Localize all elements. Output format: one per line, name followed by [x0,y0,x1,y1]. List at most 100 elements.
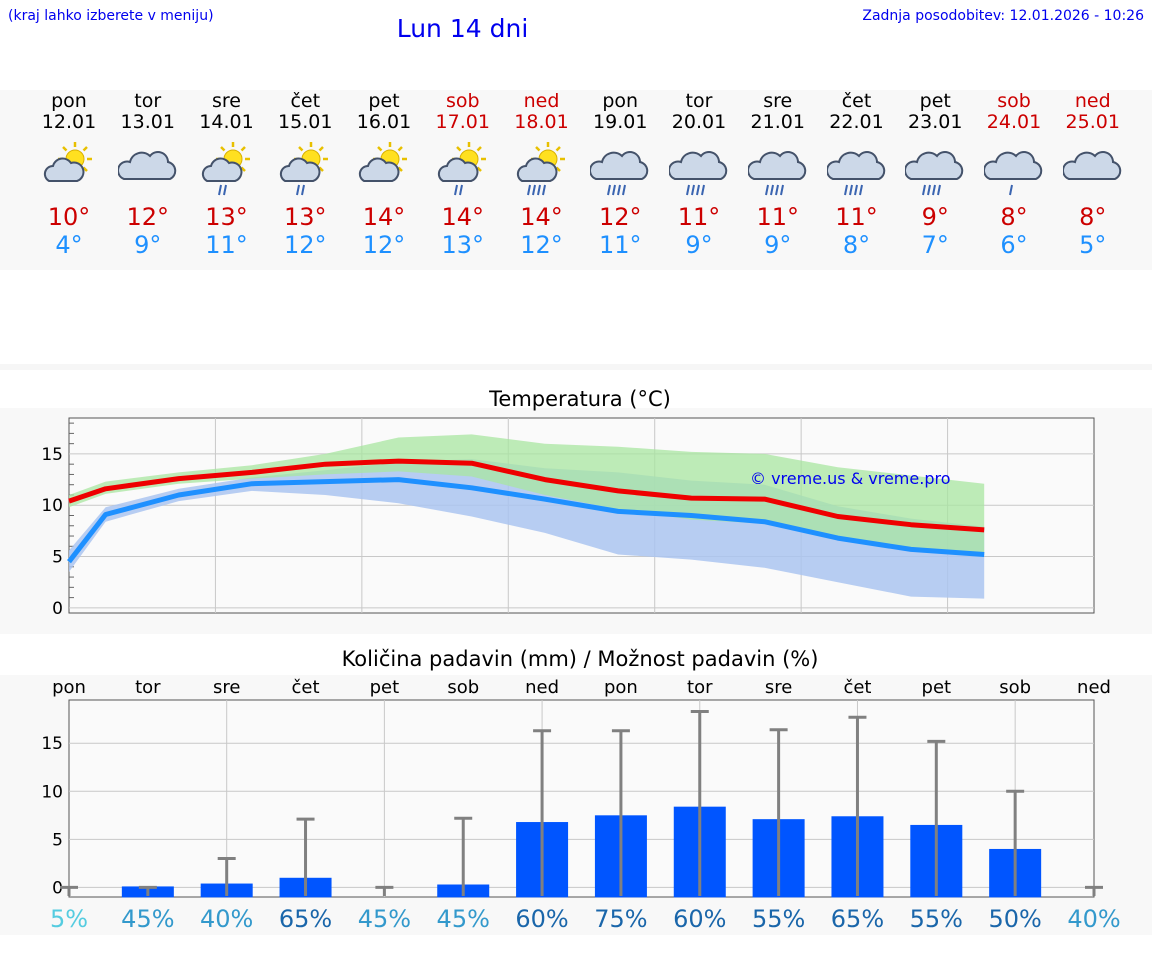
forecast-day: sre 14.01 13° 11° [188,90,266,259]
forecast-day: ned 18.01 14° 12° [503,90,581,259]
day-name: sre [763,90,793,112]
precip-probability-label: 5% [50,905,88,933]
day-date: 22.01 [829,111,884,133]
day-date: 17.01 [435,111,490,133]
page-title: Lun 14 dni [396,14,529,43]
temp-max: 11° [835,203,878,231]
precipitation-chart: 0 5 10 15 pon tor sre čet pet sob ned pon tor sre čet p… [41,677,1120,933]
temp-min: 12° [283,231,327,259]
day-date: 25.01 [1065,111,1120,133]
day-name: sob [445,90,480,112]
precipitation-chart-title: Količina padavin (mm) / Možnost padavin … [341,647,819,671]
temp-min: 8° [842,231,871,259]
watermark: © vreme.us & vreme.pro [750,469,951,488]
temp-max: 8° [1000,203,1028,231]
temp-max: 13° [205,203,248,231]
temp-max: 12° [598,203,642,231]
sun-cloud-rain-icon [280,142,329,196]
precip-probability-label: 50% [988,905,1041,933]
x-category-label: pon [52,677,86,698]
day-date: 15.01 [278,111,333,133]
day-name: sob [997,90,1031,112]
region-menu-hint[interactable]: (kraj lahko izberete v meniju) [8,8,214,24]
day-date: 23.01 [908,111,963,133]
precip-probability-label: 45% [358,905,411,933]
cloud-heavy-rain-icon [905,151,964,196]
temp-max: 8° [1079,203,1107,231]
separator [0,364,1152,370]
temp-max: 10° [47,203,91,231]
x-category-label: sre [213,677,240,698]
cloud-icon [117,151,176,180]
temp-min: 5° [1079,231,1107,259]
day-date: 19.01 [593,111,648,133]
day-name: pet [919,90,951,112]
sun-cloud-heavy-rain-icon [516,142,565,196]
cloud-heavy-rain-icon [669,151,728,196]
min-temp-line [67,477,985,564]
forecast-day: tor 13.01 12° 9° [109,90,187,259]
x-category-label: ned [525,677,559,698]
day-date: 18.01 [514,111,569,133]
day-name: čet [290,90,321,112]
sun-cloud-rain-icon [437,142,486,196]
precip-probability-label: 55% [752,905,805,933]
y-tick-label: 5 [52,830,63,850]
day-name: tor [134,90,162,112]
day-date: 12.01 [41,111,97,133]
temp-min: 9° [685,231,713,259]
temp-max: 13° [283,203,327,231]
cloud-rain-icon [984,151,1043,196]
day-date: 24.01 [986,111,1042,133]
day-date: 13.01 [120,111,175,133]
temp-min: 13° [441,231,485,259]
sun-cloud-rain-icon [201,142,250,196]
temp-min: 12° [520,231,563,259]
temp-min: 12° [362,231,406,259]
y-tick-label: 0 [52,599,63,619]
day-name: ned [523,90,560,112]
forecast-day: pet 16.01 14° 12° [345,90,423,259]
precip-probability-label: 60% [515,905,568,933]
precip-probability-label: 55% [910,905,963,933]
temperature-chart: 0 5 10 15 © vreme.us & vreme.pro [41,417,1095,619]
cloud-heavy-rain-icon [590,151,649,196]
day-name: čet [841,90,872,112]
day-date: 20.01 [671,111,727,133]
sun-cloud-icon [358,142,407,182]
precip-probability-label: 75% [594,905,647,933]
x-category-label: čet [843,677,871,698]
cloud-icon [1062,151,1121,180]
day-name: pon [602,90,639,112]
precip-probability-label: 45% [121,905,174,933]
last-update-label: Zadnja posodobitev: 12.01.2026 - 10:26 [862,8,1144,24]
day-date: 14.01 [199,111,254,133]
forecast-day: sob 17.01 14° 13° [424,90,502,259]
day-name: ned [1074,90,1111,112]
day-name: pet [368,90,400,112]
y-tick-label: 15 [41,445,63,465]
x-category-label: sre [765,677,792,698]
y-tick-label: 15 [41,734,63,754]
precip-probability-label: 45% [437,905,490,933]
x-category-label: pet [370,677,400,698]
day-date: 21.01 [750,111,805,133]
forecast-day: pon 12.01 10° 4° [30,90,108,259]
x-category-label: sob [999,677,1031,698]
temp-max: 11° [677,203,721,231]
temp-min: 6° [1000,231,1028,259]
cloud-heavy-rain-icon [747,151,806,196]
forecast-day: čet 22.01 11° 8° [818,90,896,259]
sun-cloud-icon [43,142,92,182]
temp-min: 9° [764,231,792,259]
temp-min: 9° [134,231,162,259]
daily-forecast-strip: pon 12.01 10° 4° tor 13.01 12° 9° sre 14.01 13° 11°… [0,90,1152,270]
cloud-heavy-rain-icon [826,151,885,196]
temperature-chart-title: Temperatura (°C) [489,387,671,411]
day-name: pon [51,90,87,112]
forecast-day: ned 25.01 8° 5° [1054,90,1132,259]
x-category-label: tor [135,677,161,698]
forecast-day: tor 20.01 11° 9° [660,90,738,259]
temp-max: 14° [520,203,563,231]
temp-max: 11° [756,203,800,231]
